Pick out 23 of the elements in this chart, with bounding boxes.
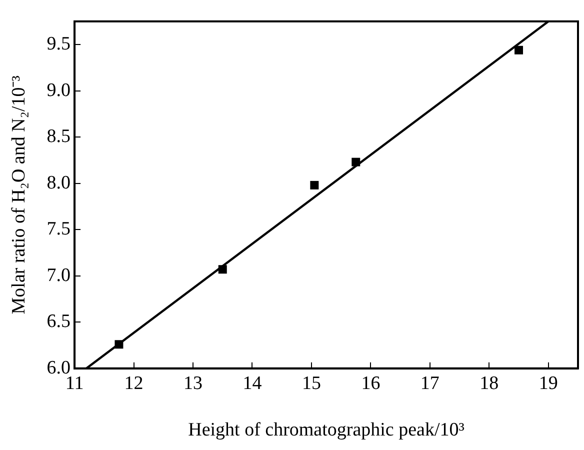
x-tick-label: 16 <box>361 372 380 394</box>
x-axis-title: Height of chromatographic peak/10³ <box>188 420 465 441</box>
point <box>352 158 360 166</box>
point <box>114 340 124 349</box>
x-tick-label: 17 <box>420 372 440 394</box>
x-tick-label: 12 <box>124 372 144 394</box>
x-tick-label: 14 <box>242 372 262 394</box>
x-tick-label: 11 <box>65 372 84 394</box>
y-tick-label: 7.0 <box>46 264 71 286</box>
y-tick-label: 7.5 <box>46 218 71 240</box>
x-tick-label: 15 <box>302 372 321 394</box>
y-tick-label: 8.0 <box>46 172 71 194</box>
y-tick-label: 6.5 <box>46 311 71 332</box>
point <box>514 46 524 54</box>
y-axis-title: Molar ratio of H₂O and N₂/10⁻³ <box>8 75 30 314</box>
x-tick-label: 13 <box>184 372 203 394</box>
x-tick-label: 19 <box>538 372 558 394</box>
y-tick-label: 9.5 <box>46 34 71 55</box>
y-tick-label: 8.5 <box>46 126 71 148</box>
x-tick-label: 18 <box>480 372 499 394</box>
y-tick-label: 9.0 <box>46 80 71 101</box>
point <box>218 265 227 274</box>
point <box>310 180 319 190</box>
